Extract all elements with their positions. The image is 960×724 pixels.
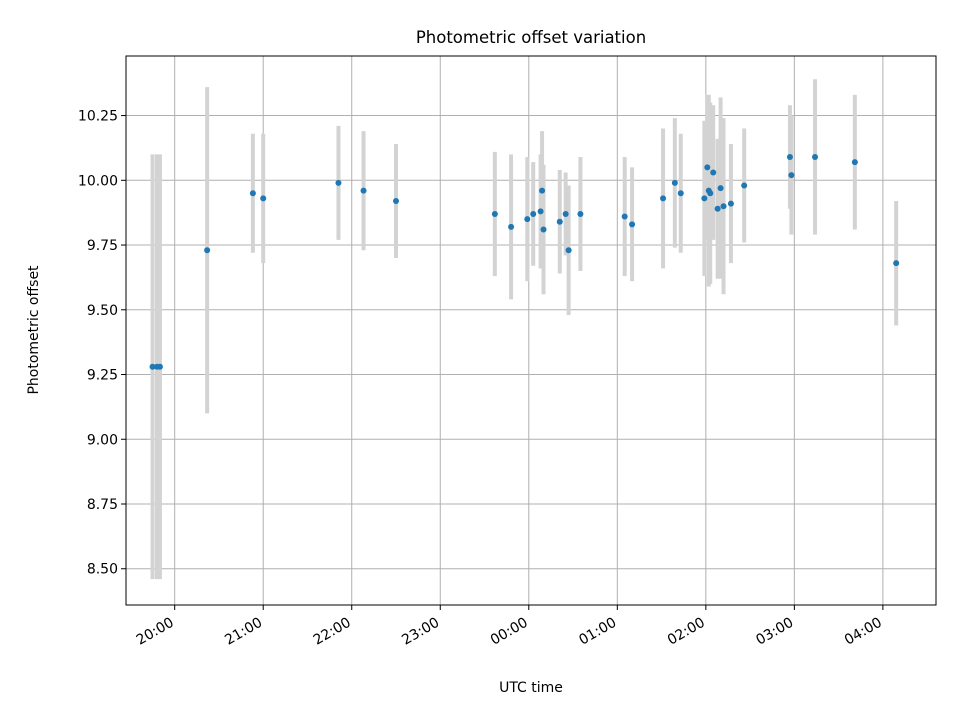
data-point: [710, 169, 717, 176]
data-point: [660, 195, 667, 202]
data-point: [621, 213, 628, 220]
data-point: [149, 363, 156, 370]
grid-lines: [126, 56, 936, 605]
data-point: [714, 205, 721, 212]
data-point: [741, 182, 748, 189]
y-tick-label: 10.00: [78, 173, 118, 189]
data-point: [701, 195, 708, 202]
data-point: [565, 247, 572, 254]
data-point: [540, 226, 547, 233]
data-point: [677, 190, 684, 197]
x-tick-label: 21:00: [222, 615, 265, 649]
data-point: [537, 208, 544, 215]
data-point: [260, 195, 267, 202]
data-point: [727, 200, 734, 207]
data-point: [491, 210, 498, 217]
data-point: [530, 210, 537, 217]
x-tick-label: 23:00: [399, 615, 442, 649]
x-tick-label: 22:00: [311, 615, 354, 649]
y-tick-label: 8.50: [87, 562, 118, 578]
data-point: [524, 216, 531, 223]
plot-area-frame: [125, 55, 937, 606]
y-tick-label: 9.00: [87, 432, 118, 448]
y-tick-label: 9.50: [87, 303, 118, 319]
data-point: [577, 210, 584, 217]
y-tick-label: 9.75: [87, 238, 118, 254]
x-tick-label: 00:00: [488, 615, 531, 649]
data-point: [786, 153, 793, 160]
y-tick-label: 10.25: [78, 109, 118, 125]
x-axis-ticks: 20:00 21:00 22:00 23:00 00:00 01:00 02:00 03:00…: [134, 605, 885, 649]
y-tick-label: 9.25: [87, 368, 118, 384]
data-point: [539, 187, 546, 194]
x-axis-label: UTC time: [499, 680, 563, 696]
y-axis-ticks: 8.50 8.75 9.00 9.25 9.50 9.75 10.00 10.25: [78, 109, 126, 578]
data-point: [707, 190, 714, 197]
x-tick-label: 03:00: [753, 615, 796, 649]
data-point: [335, 179, 342, 186]
y-axis-label: Photometric offset: [26, 265, 42, 395]
data-point: [720, 203, 727, 210]
data-point: [629, 221, 636, 228]
data-point: [156, 363, 163, 370]
data-point: [704, 164, 711, 171]
data-point: [556, 218, 563, 225]
y-tick-label: 8.75: [87, 497, 118, 513]
x-tick-label: 02:00: [665, 615, 708, 649]
data-point: [717, 185, 724, 192]
data-point: [562, 210, 569, 217]
x-tick-label: 20:00: [134, 615, 177, 649]
data-point: [360, 187, 367, 194]
data-point: [508, 223, 515, 230]
data-point: [893, 260, 900, 267]
data-point: [788, 172, 795, 179]
chart-title: Photometric offset variation: [416, 28, 646, 47]
data-point: [851, 159, 858, 166]
data-point: [671, 179, 678, 186]
data-point: [812, 153, 819, 160]
data-points: [149, 153, 900, 370]
x-tick-label: 01:00: [576, 615, 619, 649]
data-point: [393, 198, 399, 205]
data-point: [204, 247, 211, 254]
x-tick-label: 04:00: [842, 615, 885, 649]
data-point: [249, 190, 256, 197]
